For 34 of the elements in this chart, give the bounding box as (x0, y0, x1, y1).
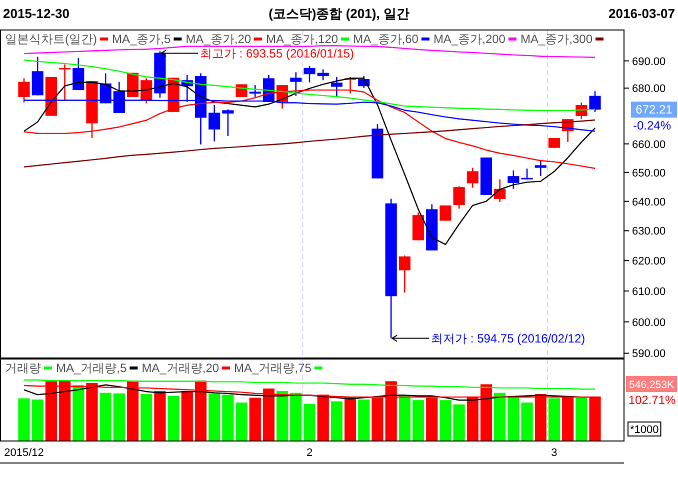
y-tick-label: 690.00 (632, 56, 666, 68)
y-tick-label: 640.00 (632, 196, 666, 208)
legend-label: MA_종가,20 (186, 32, 252, 46)
text: *1000 (630, 424, 659, 436)
text: 546,253K (629, 379, 674, 391)
legend-label: MA_거래량,20 (142, 361, 220, 375)
legend-label: MA_종가,200 (433, 32, 506, 46)
legend-label: MA_거래량,5 (56, 361, 128, 375)
text: -0.24% (632, 118, 672, 133)
text: 2015-12-30 (3, 6, 70, 21)
annotation: 최고가 : 693.55 (2016/01/15) (200, 46, 354, 60)
y-tick-label: 660.00 (632, 138, 666, 151)
legend-label: MA_거래량,75 (234, 361, 312, 375)
legend-label: 거래량 (5, 361, 41, 375)
legend-label: 일본식차트(일간) (5, 32, 97, 46)
text: 102.71% (628, 393, 676, 407)
legend-label: MA_종가,300 (520, 32, 593, 46)
text: 2016-03-07 (608, 6, 675, 21)
y-tick-label: 650.00 (632, 167, 666, 180)
y-tick-label: 590.00 (632, 348, 666, 360)
x-tick-label: 3 (551, 447, 558, 459)
annotation: 최저가 : 594.75 (2016/02/12) (431, 331, 586, 346)
y-tick-label: 620.00 (632, 256, 666, 268)
y-tick-label: 630.00 (632, 226, 666, 238)
legend-label: MA_종가,120 (266, 32, 338, 46)
y-tick-label: 610.00 (632, 286, 666, 298)
legend-label: MA_종가,60 (353, 32, 419, 46)
chart-title: (코스닥)종합 (201), 일간 (268, 6, 410, 21)
text: 672.21 (636, 102, 673, 117)
y-tick-label: 600.00 (632, 316, 666, 329)
y-tick-label: 680.00 (632, 83, 666, 96)
x-tick-label: 2015/12 (4, 447, 44, 459)
legend-label: MA_종가,5 (112, 32, 172, 46)
x-tick-label: 2 (306, 447, 313, 459)
